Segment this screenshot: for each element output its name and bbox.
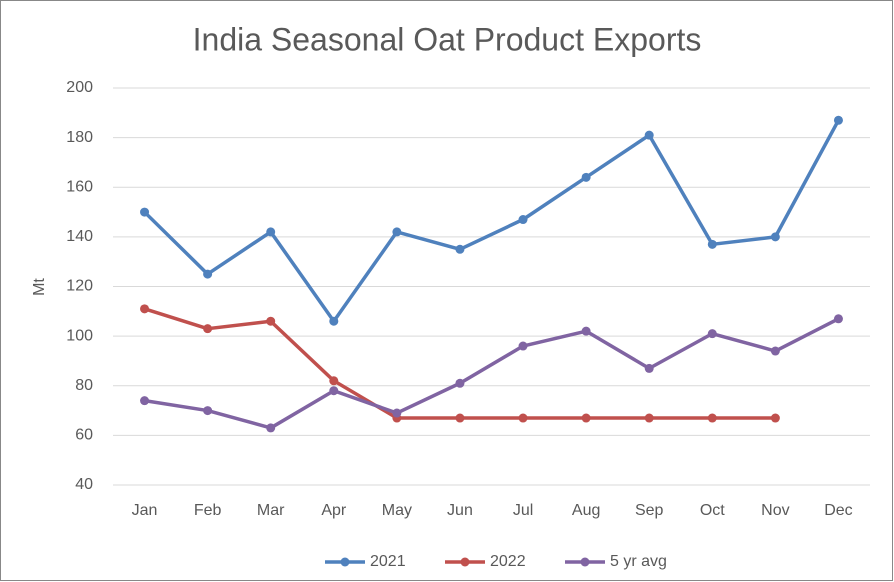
data-point [455,244,465,254]
x-tick-label: Nov [761,502,789,519]
data-point [770,346,780,356]
data-point [266,316,276,326]
y-tick-label: 40 [75,476,93,493]
y-tick-label: 80 [75,377,93,394]
data-point [644,413,654,423]
x-tick-label: Dec [824,502,852,519]
data-point [203,406,213,416]
x-tick-label: Jun [447,502,473,519]
x-tick-label: Oct [700,502,725,519]
chart-title: India Seasonal Oat Product Exports [193,21,702,57]
x-tick-label: Aug [572,502,600,519]
y-tick-label: 60 [75,427,93,444]
data-point [644,363,654,373]
data-point [140,207,150,217]
legend-marker [460,557,470,567]
data-point [833,314,843,324]
data-point [392,227,402,237]
data-point [266,227,276,237]
data-point [455,378,465,388]
data-point [707,329,717,339]
legend-marker [340,557,350,567]
y-tick-label: 100 [66,327,93,344]
series-line [143,119,840,323]
data-point [203,269,213,279]
data-point [581,172,591,182]
data-point [707,413,717,423]
data-point [455,413,465,423]
legend-label: 2022 [490,553,526,570]
data-point [581,413,591,423]
x-tick-label: Feb [194,502,222,519]
data-point [518,215,528,225]
x-tick-label: Apr [321,502,347,519]
y-tick-label: 120 [66,278,93,295]
data-point [518,413,528,423]
x-tick-label: Jul [513,502,533,519]
data-point [140,396,150,406]
data-point [392,408,402,418]
data-point [329,376,339,386]
y-tick-label: 200 [66,79,93,96]
series-line [144,317,840,430]
legend-label: 5 yr avg [610,553,667,570]
data-point [518,341,528,351]
data-point [329,386,339,396]
y-tick-label: 160 [66,178,93,195]
data-point [770,232,780,242]
y-tick-label: 180 [66,129,93,146]
y-axis-label: Mt [31,278,48,296]
data-point [581,326,591,336]
data-point [140,304,150,314]
data-point [266,423,276,433]
x-tick-label: May [382,502,412,519]
data-point [329,316,339,326]
data-point [707,239,717,249]
legend-label: 2021 [370,553,406,570]
x-tick-label: Sep [635,502,664,519]
data-point [203,324,213,334]
y-tick-label: 140 [66,228,93,245]
data-point [644,130,654,140]
data-point [770,413,780,423]
x-tick-label: Mar [257,502,285,519]
x-tick-label: Jan [132,502,158,519]
data-point [833,115,843,125]
legend-marker [580,557,590,567]
